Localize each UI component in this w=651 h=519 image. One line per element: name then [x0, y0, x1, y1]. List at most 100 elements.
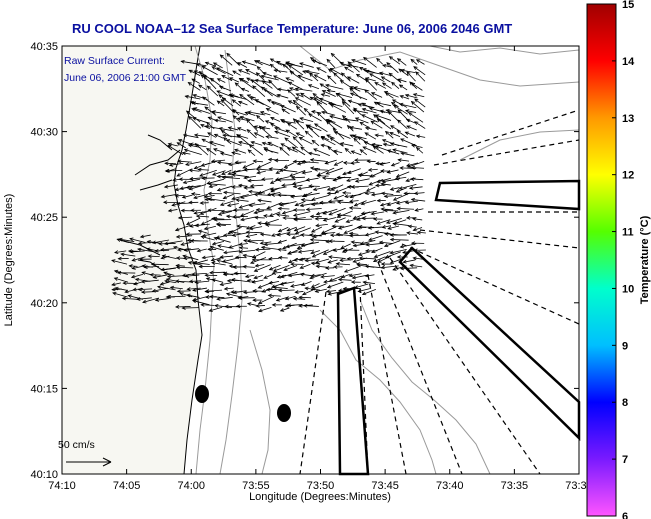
current-vector-head: [279, 202, 284, 207]
current-vector: [354, 200, 367, 207]
dashed-line-10: [441, 109, 580, 156]
current-vector-head: [395, 174, 401, 178]
current-vector: [296, 132, 305, 138]
current-vector-head: [299, 117, 304, 121]
current-vector-head: [406, 125, 411, 129]
current-vector-head: [284, 296, 290, 301]
current-vector-head: [349, 134, 354, 138]
current-vector: [328, 207, 346, 216]
current-vector-head: [330, 187, 335, 191]
current-vector: [250, 184, 264, 187]
current-vector: [223, 134, 241, 138]
current-vector-head: [254, 247, 260, 252]
current-vector: [350, 126, 363, 130]
current-vector-head: [211, 110, 216, 114]
current-vector: [193, 193, 209, 199]
current-vector-head: [231, 215, 237, 219]
current-vector-head: [390, 162, 396, 167]
current-vector-head: [237, 140, 243, 145]
current-vector-head: [303, 303, 308, 308]
current-vector-head: [216, 187, 222, 192]
current-vector: [299, 137, 313, 145]
current-vector: [209, 306, 223, 312]
current-vector-head: [242, 165, 247, 169]
current-vector-head: [389, 233, 394, 237]
current-vector-head: [236, 224, 241, 229]
current-vector-head: [310, 228, 316, 233]
current-vector-head: [376, 101, 381, 106]
current-vector-head: [412, 256, 417, 261]
current-vector-head: [307, 151, 313, 156]
current-vector-head: [354, 117, 360, 121]
current-vector: [112, 292, 128, 298]
current-vector: [221, 99, 234, 113]
current-vector: [278, 289, 295, 292]
current-vector-head: [283, 164, 288, 168]
current-vector: [264, 242, 280, 245]
current-vector-head: [299, 265, 304, 269]
current-vector: [300, 263, 311, 269]
current-vector-head: [321, 176, 327, 181]
current-vector: [362, 289, 376, 295]
current-vector-head: [207, 208, 212, 213]
current-vector-head: [246, 279, 252, 283]
current-vector-head: [158, 241, 163, 246]
current-vector: [311, 194, 330, 201]
current-vector-head: [340, 72, 346, 77]
current-vector-head: [188, 186, 193, 191]
current-vector-head: [384, 232, 389, 236]
current-vector-head: [368, 107, 374, 111]
current-vector-head: [397, 119, 402, 124]
current-vector-head: [309, 96, 314, 101]
current-vector: [142, 271, 152, 276]
current-vector-head: [240, 87, 245, 92]
current-vector-head: [364, 191, 369, 196]
current-vector-head: [339, 61, 344, 66]
current-vector: [250, 257, 267, 264]
current-vector: [323, 217, 337, 221]
current-vector: [170, 286, 183, 290]
current-vector: [240, 116, 255, 122]
current-vector: [311, 262, 321, 265]
current-vector: [406, 162, 419, 167]
current-vector-head: [217, 116, 222, 120]
current-vector-head: [288, 87, 294, 91]
current-vector: [334, 131, 351, 139]
current-vector-head: [292, 296, 297, 301]
current-vector-head: [238, 249, 243, 254]
current-vector-head: [222, 133, 227, 138]
current-vector-head: [356, 217, 361, 221]
current-vector: [277, 232, 291, 236]
current-vector-head: [141, 271, 146, 275]
current-vector: [204, 195, 215, 198]
current-vector: [411, 167, 425, 169]
current-vector-head: [313, 148, 318, 152]
current-vector: [191, 108, 202, 113]
current-vector-head: [193, 133, 199, 138]
current-vector-head: [339, 80, 344, 84]
current-vector-head: [405, 118, 411, 123]
current-vector-head: [398, 102, 404, 107]
colorbar-tick-label: 11: [622, 227, 634, 239]
current-vector-head: [381, 82, 387, 87]
current-vector-head: [139, 234, 145, 239]
current-vector-head: [206, 85, 211, 90]
current-vector-head: [239, 115, 244, 120]
current-vector: [413, 93, 425, 98]
current-vector: [181, 60, 199, 65]
current-vector-head: [313, 167, 318, 172]
current-vector-head: [236, 133, 241, 138]
current-vector-head: [304, 258, 309, 263]
current-vector-head: [378, 240, 384, 245]
current-vector: [414, 192, 425, 194]
current-vector: [208, 183, 226, 186]
current-vector-head: [154, 298, 160, 302]
current-vector: [308, 152, 321, 156]
current-vector: [223, 191, 241, 195]
current-vector-head: [159, 281, 165, 286]
current-vector-head: [410, 165, 416, 170]
current-vector-head: [184, 274, 190, 278]
current-vector-head: [246, 128, 251, 134]
current-vector-head: [154, 248, 159, 253]
current-vector: [311, 140, 320, 147]
